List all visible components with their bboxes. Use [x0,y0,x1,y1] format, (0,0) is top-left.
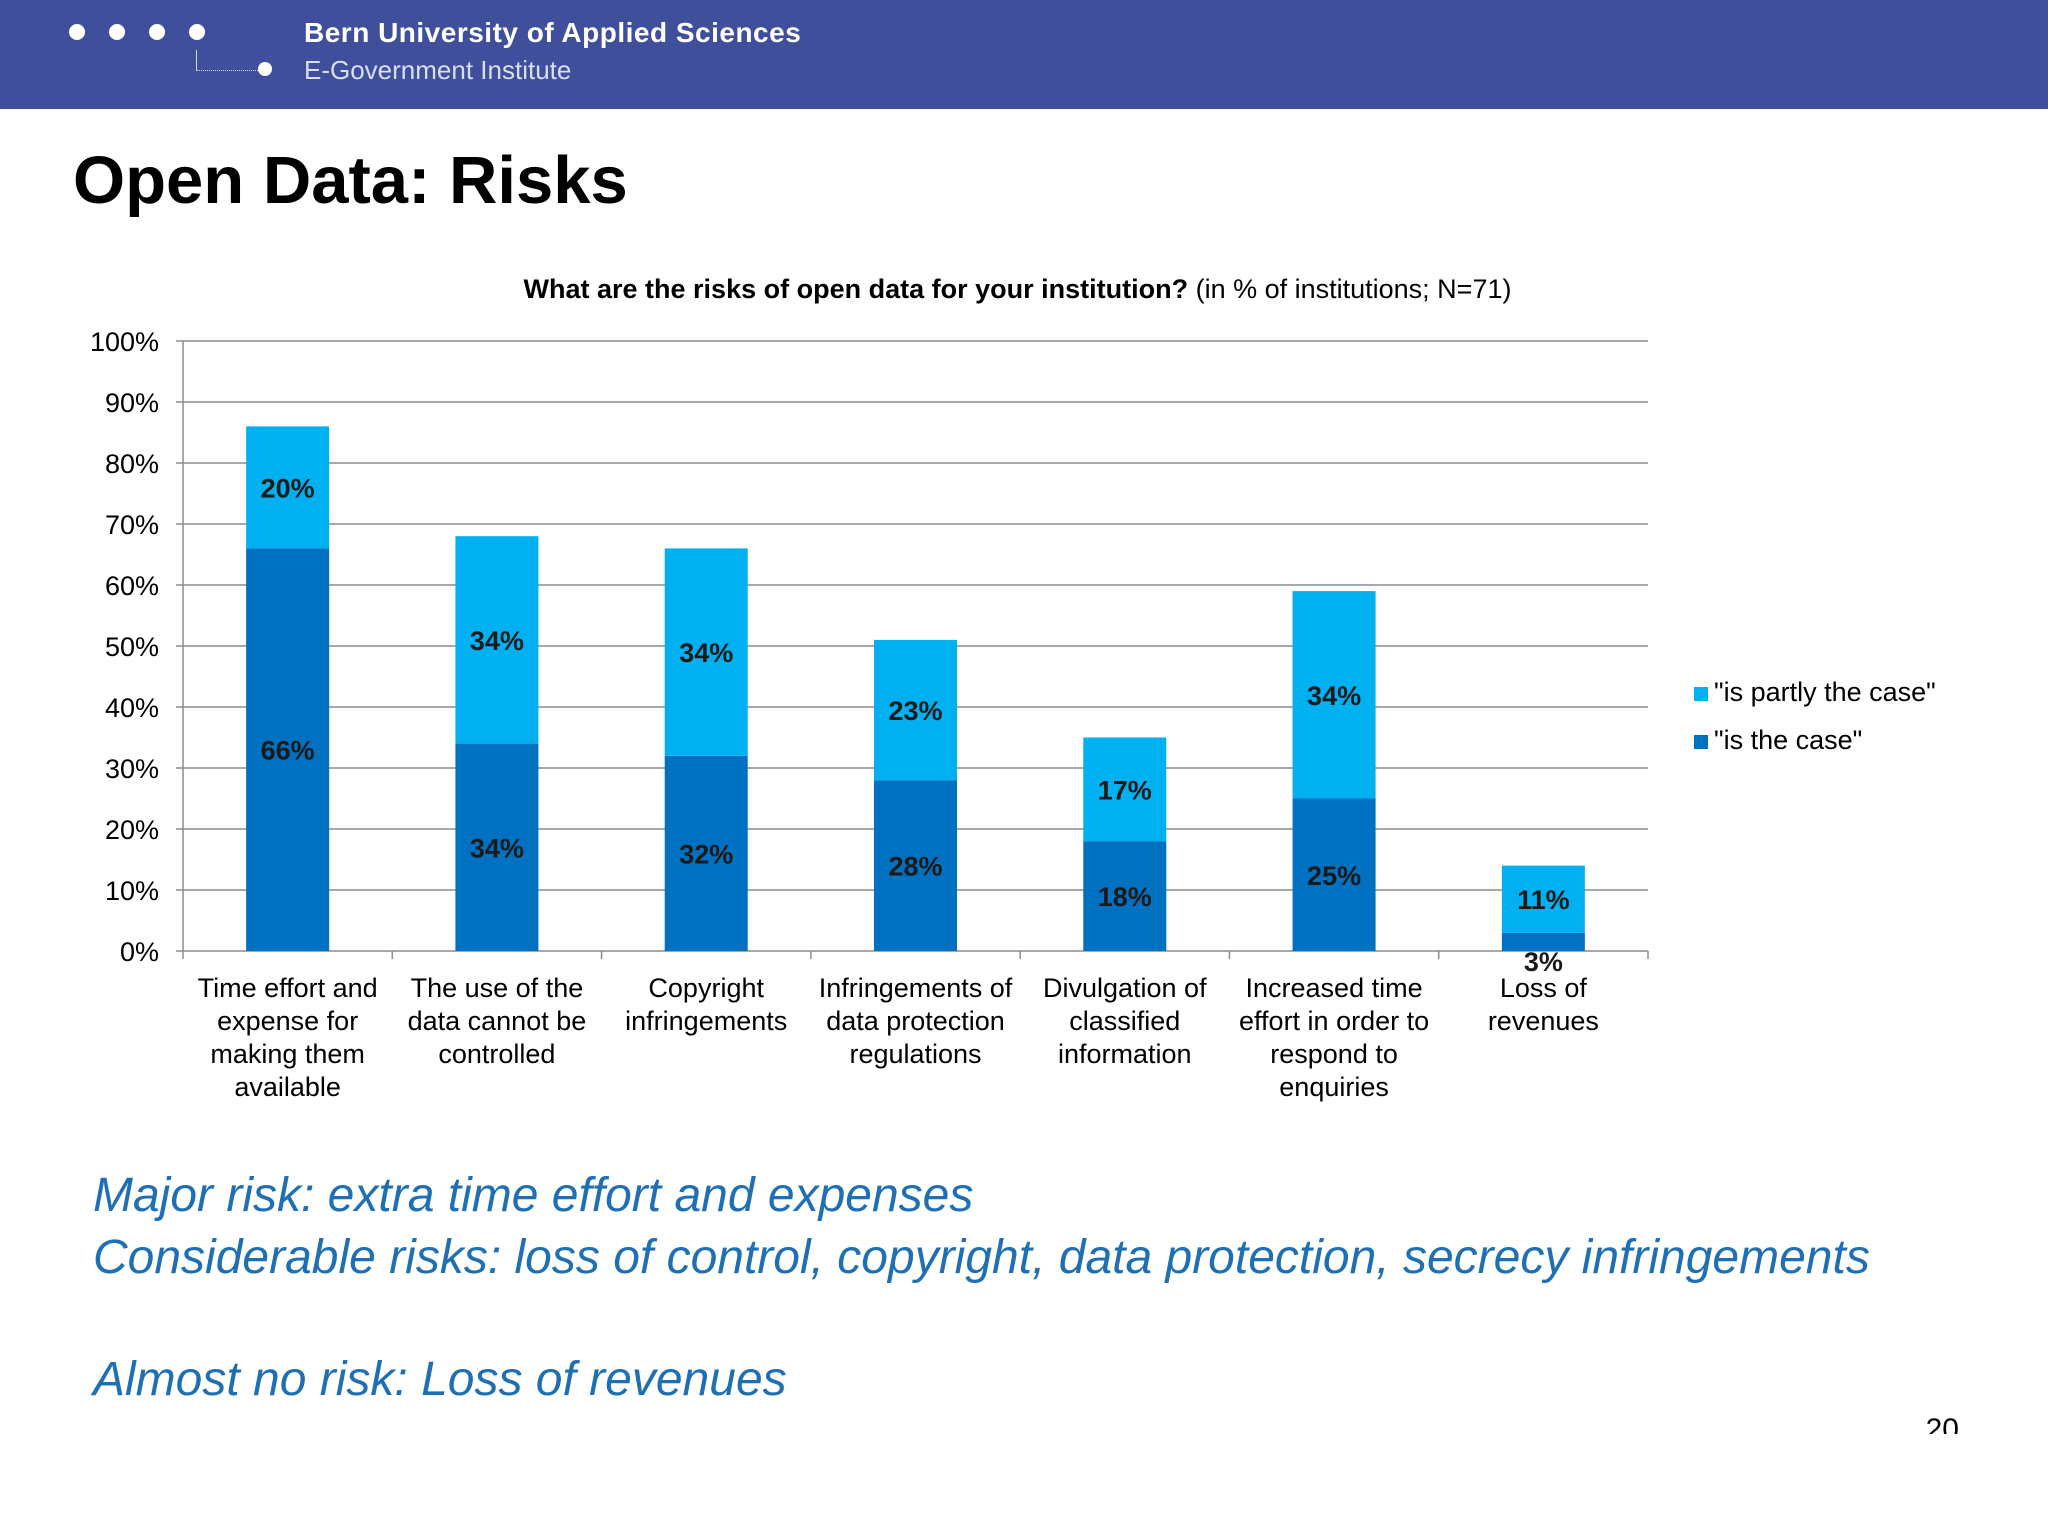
y-tick-label: 50% [105,632,159,662]
logo-dot [149,24,165,40]
page-number: 20 [1925,1413,1959,1434]
data-label: 34% [470,626,524,656]
category-label: Loss of revenues [1488,973,1599,1036]
bar-segment [1292,798,1376,951]
logo-dot [189,24,205,40]
summary-no-risk: Almost no risk: Loss of revenues [93,1353,787,1406]
bar-segment [1083,841,1167,951]
data-label: 20% [261,473,315,503]
y-tick-label: 60% [105,571,159,601]
bar-segment [664,548,748,756]
legend-swatch [1694,735,1708,749]
legend-label: "is the case" [1714,725,1862,755]
category-label: Increased time effort in order to respond … [1239,973,1429,1102]
data-label: 17% [1098,775,1152,805]
data-label: 11% [1517,885,1570,915]
logo-connector [196,70,260,71]
summary-major-risk: Major risk: extra time effort and expens… [93,1169,974,1222]
y-tick-label: 30% [105,754,159,784]
y-tick-label: 80% [105,449,159,479]
data-label: 28% [888,852,942,882]
logo-dot [69,24,85,40]
legend-swatch [1694,687,1708,701]
bar-segment [874,780,957,951]
summary-considerable-risks: Considerable risks: loss of control, cop… [93,1231,1870,1284]
header-banner: Bern University of Applied Sciences E-Go… [0,0,2048,109]
chart-title-main: What are the risks of open data for your… [523,274,1189,304]
legend-label: "is partly the case" [1714,677,1936,707]
institute-name: E-Government Institute [304,55,572,85]
stacked-bar-chart: 0% 10% 20% 30% 40% 50% 60% 70% 80% 90% 100% 66% 20% T… [90,327,1936,1102]
data-label: 18% [1098,882,1152,912]
data-label: 34% [679,638,733,668]
slide-title: Open Data: Risks [73,143,628,218]
category-label: Time effort and expense for making them ava… [198,973,378,1102]
bar-segment [664,755,748,951]
data-label: 66% [261,736,315,766]
data-label: 34% [1307,681,1361,711]
bar-segment [1292,591,1376,799]
bar-segment [1083,737,1167,842]
logo-connector [196,50,197,70]
y-tick-label: 20% [105,815,159,845]
y-tick-label: 90% [105,388,159,418]
category-label: Divulgation of classified information [1043,973,1207,1069]
logo-dot [258,62,272,76]
y-tick-label: 0% [120,937,159,967]
bar-segment [455,743,539,951]
y-tick-label: 10% [105,876,159,906]
y-tick-label: 70% [105,510,159,540]
y-tick-label: 40% [105,693,159,723]
data-label: 32% [679,839,733,869]
chart-title-note: (in % of institutions; N=71) [1195,274,1512,304]
org-name: Bern University of Applied Sciences [304,17,802,48]
chart-title: What are the risks of open data for your… [0,274,2035,305]
bar-segment [1501,865,1585,933]
bar-segment [246,426,330,549]
logo-dot [109,24,125,40]
bar-segment [1501,932,1585,951]
category-label: The use of the data cannot be controlled [408,973,587,1069]
y-tick-label: 100% [90,327,159,357]
data-label: 23% [888,696,942,726]
bar-segment [246,548,330,951]
bar-segment [455,536,539,744]
data-label: 3% [1524,947,1563,977]
category-label: Infringements of data protection regulatio… [819,973,1013,1069]
category-label: Copyright infringements [625,973,787,1036]
data-label: 34% [470,833,524,863]
bar-segment [874,639,957,781]
data-label: 25% [1307,861,1361,891]
